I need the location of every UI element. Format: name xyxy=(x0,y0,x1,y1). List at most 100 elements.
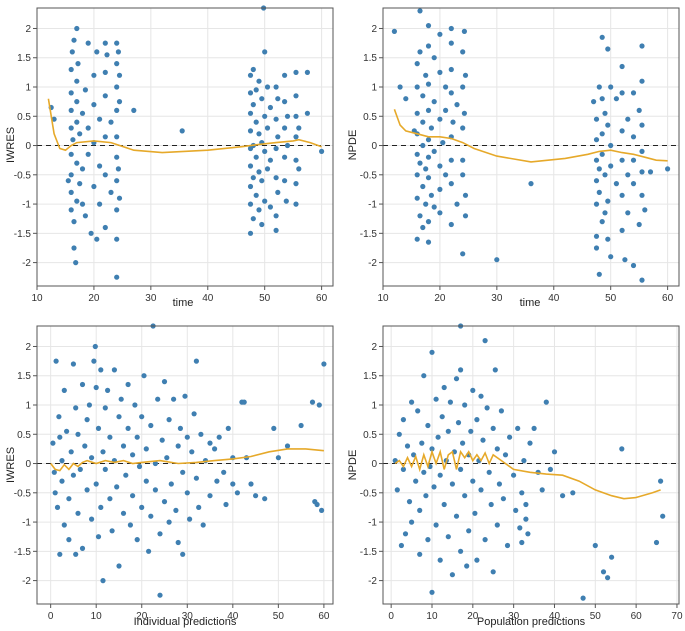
data-point xyxy=(85,125,91,131)
x-tick-label: 0 xyxy=(388,611,394,622)
x-tick-label: 10 xyxy=(91,611,103,622)
data-point xyxy=(248,481,254,487)
data-point xyxy=(273,175,279,181)
data-point xyxy=(619,63,625,70)
data-point xyxy=(267,157,273,163)
data-point xyxy=(51,116,57,122)
data-point xyxy=(275,134,281,140)
data-point xyxy=(400,466,406,472)
data-point xyxy=(460,172,466,178)
data-point xyxy=(282,99,288,105)
data-point xyxy=(602,110,608,116)
data-point xyxy=(421,469,427,475)
data-point xyxy=(196,504,202,510)
x-tick-label: 70 xyxy=(671,611,683,622)
data-point xyxy=(71,245,77,251)
data-point xyxy=(466,528,472,534)
data-point xyxy=(417,8,423,14)
data-point xyxy=(127,522,133,528)
plot-frame xyxy=(36,7,334,287)
x-tick-label: 30 xyxy=(145,293,157,304)
data-point xyxy=(193,358,199,364)
data-point xyxy=(102,69,108,75)
data-point xyxy=(443,107,449,113)
data-point xyxy=(293,181,299,187)
data-point xyxy=(175,539,181,546)
data-point xyxy=(120,510,127,516)
data-point xyxy=(130,493,136,499)
data-point xyxy=(86,402,92,408)
data-point xyxy=(619,90,625,96)
data-point xyxy=(262,198,268,204)
y-tick-label: -0.5 xyxy=(360,488,378,499)
data-point xyxy=(494,446,500,452)
data-point xyxy=(441,384,447,391)
y-tick-label: 1.5 xyxy=(17,53,31,64)
data-point xyxy=(625,172,631,178)
data-point xyxy=(462,493,468,499)
data-point xyxy=(443,172,449,178)
data-point xyxy=(141,373,147,379)
data-point xyxy=(82,213,88,219)
data-point xyxy=(428,192,434,198)
x-axis-label: time xyxy=(173,297,194,309)
data-point xyxy=(91,358,97,364)
plot-frame xyxy=(382,325,680,605)
data-point xyxy=(53,358,59,364)
x-tick-label: 20 xyxy=(88,293,100,304)
data-point xyxy=(428,125,434,131)
data-point xyxy=(551,449,558,455)
data-point xyxy=(253,154,259,160)
data-point xyxy=(250,66,256,73)
data-point xyxy=(164,455,170,461)
data-point xyxy=(510,472,517,478)
data-point xyxy=(256,78,262,84)
data-point xyxy=(180,469,186,475)
y-tick-label: 0.5 xyxy=(363,112,377,123)
data-point xyxy=(608,84,614,90)
data-point xyxy=(593,201,600,207)
data-point xyxy=(68,207,74,213)
data-point xyxy=(447,399,453,405)
data-point xyxy=(134,537,140,543)
data-point xyxy=(207,440,213,446)
data-point xyxy=(93,481,99,487)
data-point xyxy=(250,216,256,222)
data-point xyxy=(71,219,77,225)
data-point xyxy=(596,84,602,90)
data-point xyxy=(77,131,83,137)
data-point xyxy=(68,449,74,455)
data-point xyxy=(107,434,113,440)
data-point xyxy=(116,72,123,78)
data-point xyxy=(394,487,400,493)
data-point xyxy=(417,49,423,55)
data-point xyxy=(398,542,404,549)
data-point xyxy=(319,148,325,154)
data-point xyxy=(166,417,172,423)
data-point xyxy=(431,204,437,210)
data-point xyxy=(411,452,417,458)
y-tick-label: 1 xyxy=(371,401,377,412)
data-point xyxy=(409,519,415,525)
data-point xyxy=(619,227,625,233)
data-point xyxy=(314,501,320,508)
data-point xyxy=(404,443,411,449)
data-point xyxy=(253,87,259,93)
data-point xyxy=(262,49,268,55)
y-tick-label: -1 xyxy=(22,518,31,529)
data-point xyxy=(433,396,439,402)
data-point xyxy=(293,69,299,75)
data-point xyxy=(445,534,451,540)
data-point xyxy=(507,434,513,440)
data-point xyxy=(523,516,529,522)
x-tick-label: 50 xyxy=(605,293,617,304)
y-tick-label: 1 xyxy=(371,83,377,94)
data-point xyxy=(425,81,432,87)
panel-ipred-iwres: 0 10 20 30 40 50 60 -2 -1.5 -1 -0.5 0 0.5 1 1.5 2 Indi… xyxy=(5,323,334,628)
data-point xyxy=(454,201,460,207)
data-point xyxy=(91,183,97,190)
data-point xyxy=(460,251,466,257)
data-point xyxy=(51,469,57,475)
data-point xyxy=(152,460,158,467)
